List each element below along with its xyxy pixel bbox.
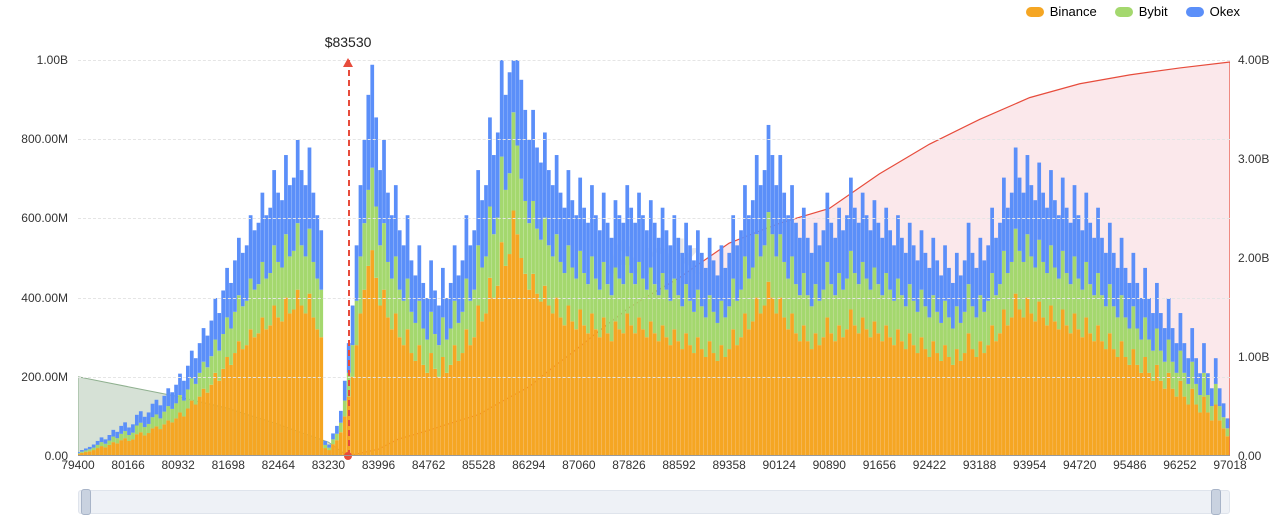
- x-tick: 90890: [813, 458, 846, 472]
- x-tick: 82464: [262, 458, 295, 472]
- x-tick: 79400: [61, 458, 94, 472]
- x-tick: 97018: [1213, 458, 1246, 472]
- chart-container: BinanceBybitOkex 0.00200.00M400.00M600.0…: [0, 0, 1280, 526]
- x-tick: 90124: [763, 458, 796, 472]
- y-left-tick: 400.00M: [21, 291, 68, 305]
- range-slider-handle-right[interactable]: [1211, 489, 1221, 515]
- x-tick: 93954: [1013, 458, 1046, 472]
- range-slider[interactable]: [78, 490, 1230, 514]
- x-axis: 7940080166809328169882464832308399684762…: [78, 458, 1230, 476]
- y-axis-right: 0.001.00B2.00B3.00B4.00B: [1232, 60, 1280, 456]
- x-tick: 87060: [562, 458, 595, 472]
- y-axis-left: 0.00200.00M400.00M600.00M800.00M1.00B: [0, 60, 74, 456]
- legend: Binance Bybit Okex: [1026, 4, 1240, 19]
- x-tick: 85528: [462, 458, 495, 472]
- x-tick: 87826: [612, 458, 645, 472]
- x-tick: 80166: [111, 458, 144, 472]
- y-left-tick: 800.00M: [21, 132, 68, 146]
- x-tick: 89358: [712, 458, 745, 472]
- plot-area: Ank $83530: [78, 60, 1230, 456]
- legend-label: Okex: [1210, 4, 1240, 19]
- x-tick: 88592: [662, 458, 695, 472]
- legend-item[interactable]: Binance: [1026, 4, 1097, 19]
- x-tick: 96252: [1163, 458, 1196, 472]
- x-tick: 95486: [1113, 458, 1146, 472]
- marker-arrow-icon: [343, 58, 353, 67]
- legend-swatch: [1026, 7, 1044, 17]
- y-left-tick: 200.00M: [21, 370, 68, 384]
- x-tick: 80932: [161, 458, 194, 472]
- y-right-tick: 3.00B: [1238, 152, 1269, 166]
- y-right-tick: 1.00B: [1238, 350, 1269, 364]
- legend-item[interactable]: Okex: [1186, 4, 1240, 19]
- x-tick: 83230: [312, 458, 345, 472]
- x-tick: 92422: [913, 458, 946, 472]
- legend-item[interactable]: Bybit: [1115, 4, 1168, 19]
- legend-swatch: [1186, 7, 1204, 17]
- x-tick: 94720: [1063, 458, 1096, 472]
- legend-label: Binance: [1050, 4, 1097, 19]
- range-slider-handle-left[interactable]: [81, 489, 91, 515]
- y-right-tick: 2.00B: [1238, 251, 1269, 265]
- legend-swatch: [1115, 7, 1133, 17]
- x-tick: 86294: [512, 458, 545, 472]
- bar-series-svg: [78, 60, 1230, 456]
- x-tick: 84762: [412, 458, 445, 472]
- y-right-tick: 4.00B: [1238, 53, 1269, 67]
- x-tick: 93188: [963, 458, 996, 472]
- x-tick: 81698: [212, 458, 245, 472]
- marker-label: $83530: [325, 34, 372, 50]
- x-baseline: [78, 455, 1230, 456]
- x-tick: 91656: [863, 458, 896, 472]
- marker-line: [348, 60, 350, 456]
- y-left-tick: 1.00B: [37, 53, 68, 67]
- legend-label: Bybit: [1139, 4, 1168, 19]
- y-left-tick: 600.00M: [21, 211, 68, 225]
- x-tick: 83996: [362, 458, 395, 472]
